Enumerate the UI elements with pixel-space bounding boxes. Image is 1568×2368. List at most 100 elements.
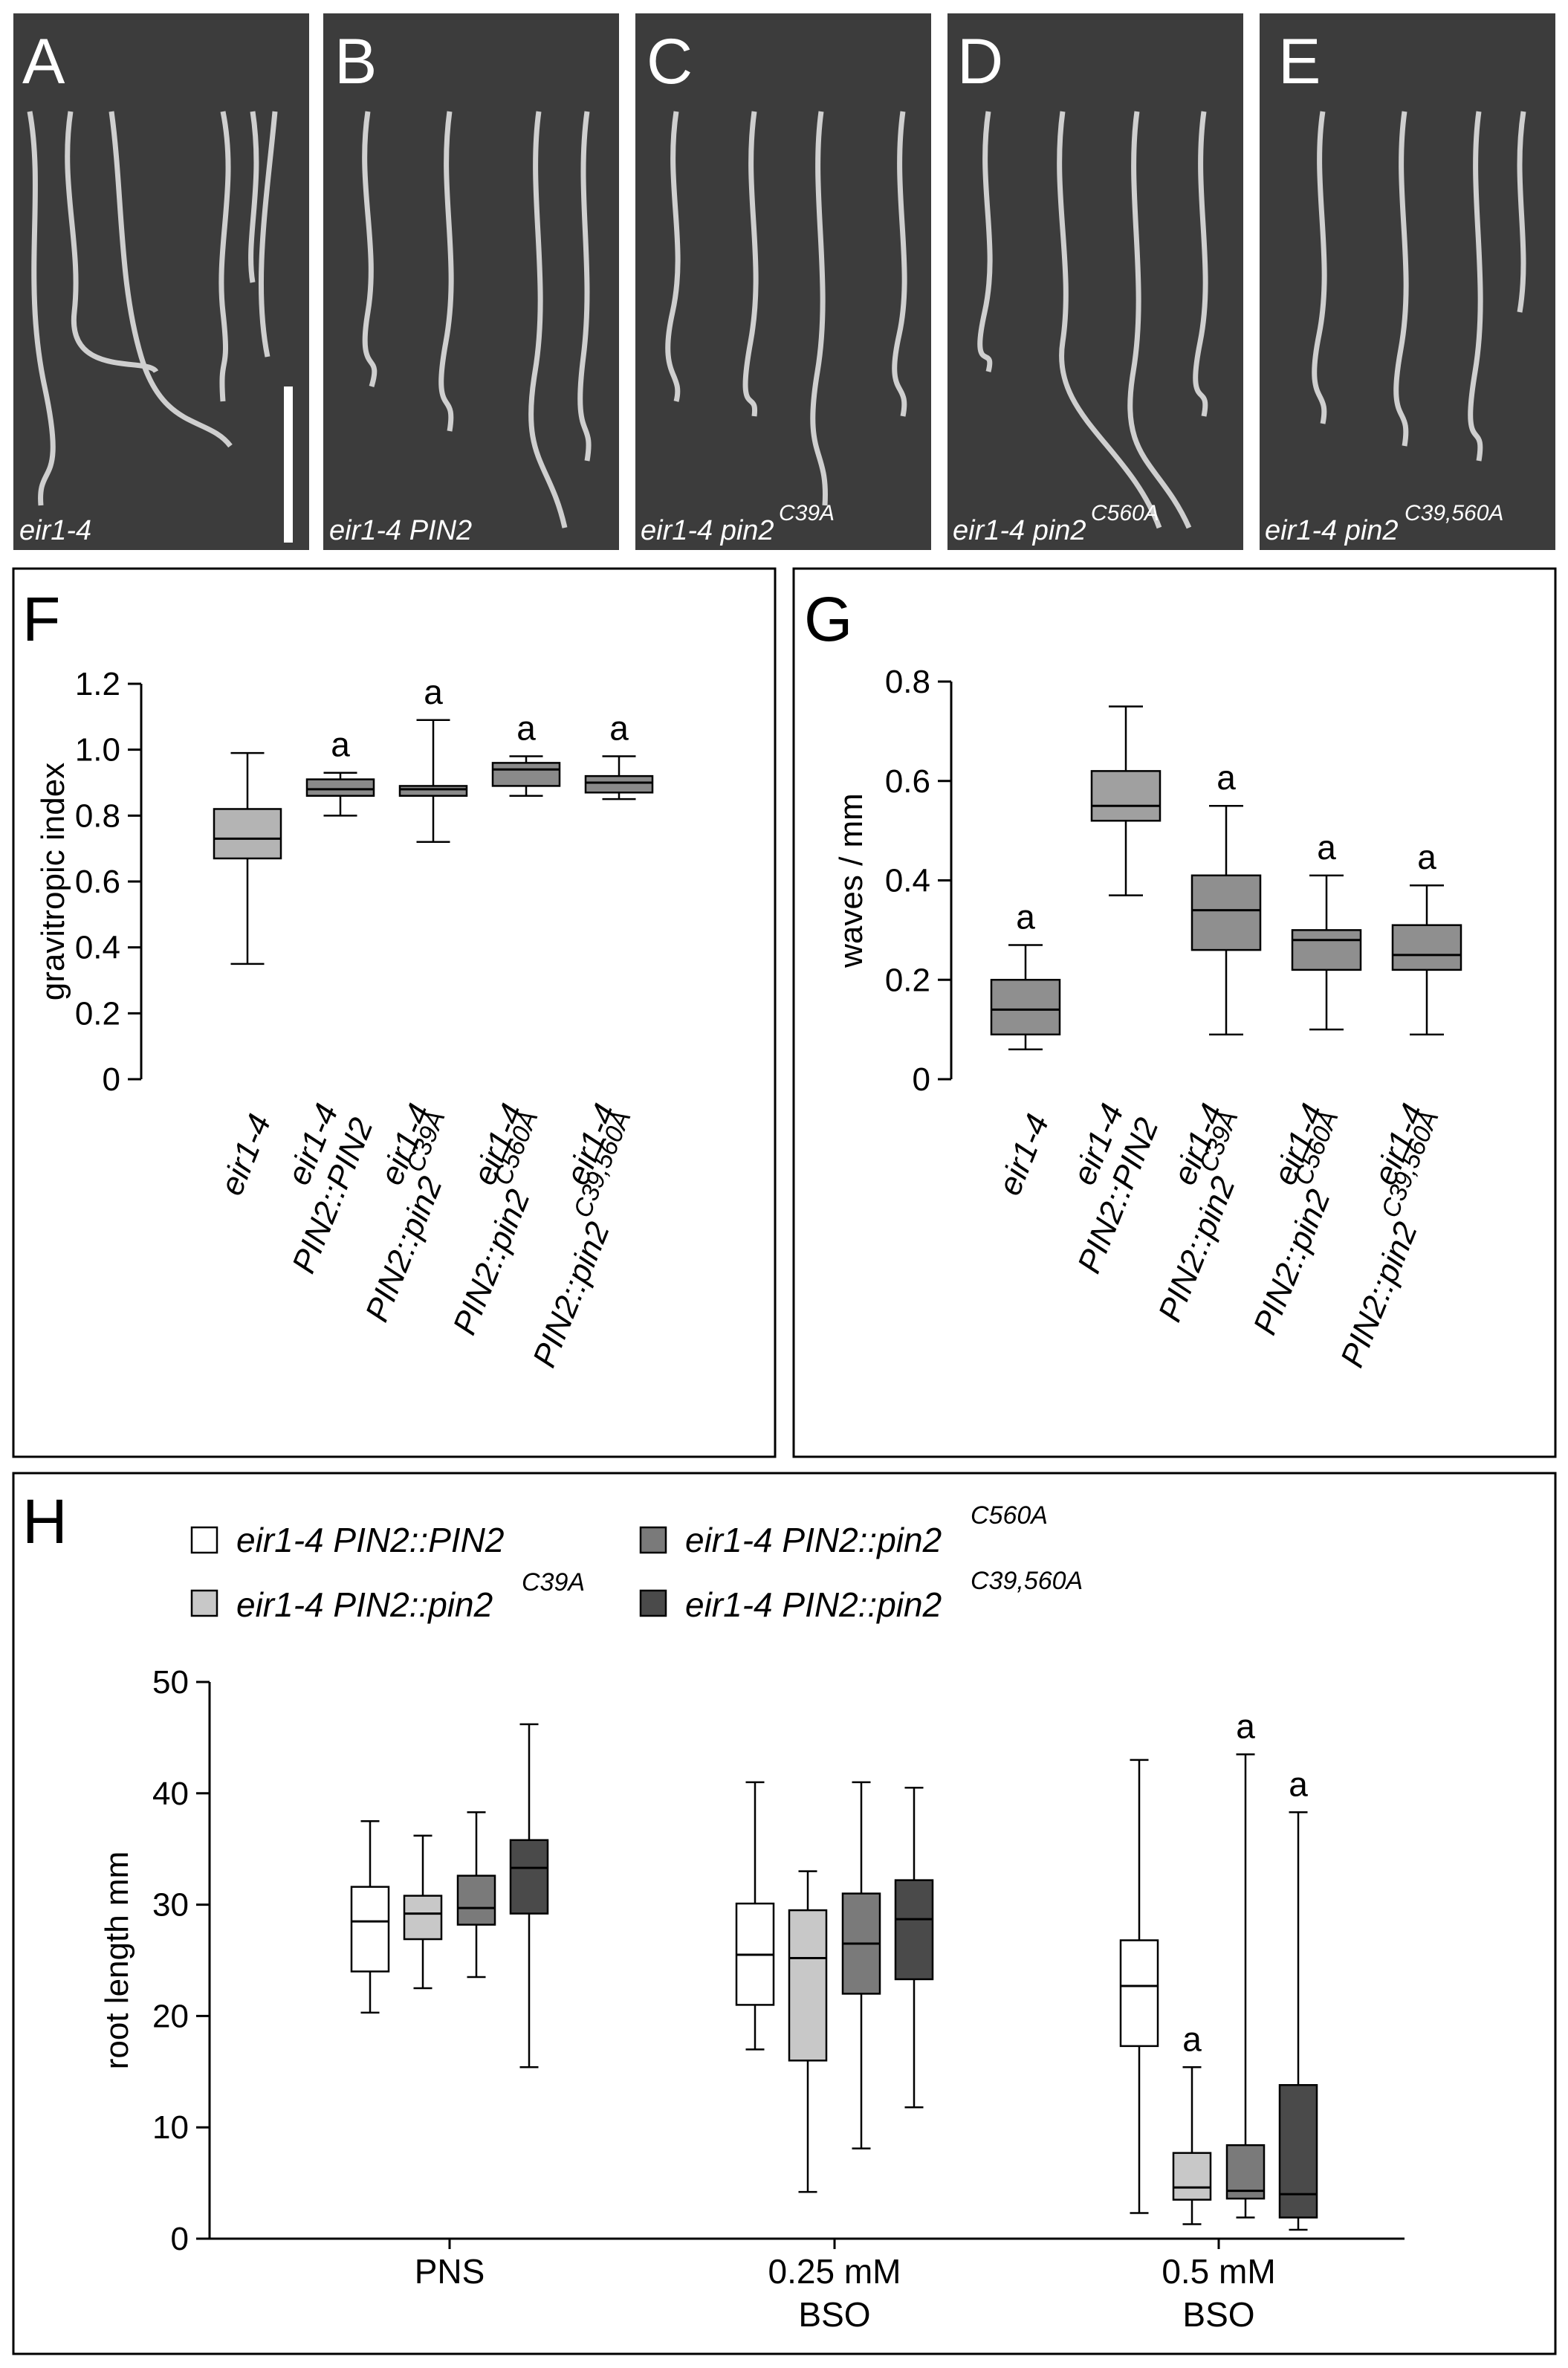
photo-panel-c-genotype: eir1-4 pin2 (641, 515, 774, 546)
photo-panel-d-bg (947, 13, 1243, 550)
legend-label-2: eir1-4 PIN2::pin2 (685, 1521, 942, 1559)
g-xlabel-1: eir1-4PIN2::PIN2 (1036, 1099, 1166, 1278)
f-box-2 (398, 785, 468, 797)
f-box-1 (305, 778, 375, 797)
h-s3-box-0 (509, 1839, 549, 1915)
legend-sup-3: C39,560A (971, 1567, 1083, 1595)
panel-h-letter: H (22, 1487, 68, 1556)
f-ytick-label-4: 0.8 (75, 798, 120, 834)
panel-g-letter: G (804, 584, 852, 654)
h-s1-box-0 (403, 1895, 443, 1941)
g-sig-2: a (1217, 758, 1236, 797)
f-ylabel: gravitropic index (35, 763, 71, 1000)
chart-f: 0 0.2 0.4 0.6 0.8 1.0 1.2 gravitropic index a a a a… (35, 666, 654, 1373)
h-ytick-label-0: 0 (171, 2221, 189, 2257)
g-ylabel: waves / mm (833, 793, 869, 968)
legend-label-1: eir1-4 PIN2::pin2 (236, 1585, 493, 1624)
g-xlabel-line2-2: PIN2::pin2 (1151, 1171, 1242, 1327)
photo-panel-e-genotype: eir1-4 pin2 (1265, 515, 1399, 546)
h-ylabel: root length mm (99, 1851, 135, 2069)
photo-panel-a-letter: A (22, 26, 65, 97)
h-ytick-label-2: 20 (152, 1998, 189, 2034)
g-box-4 (1391, 924, 1462, 971)
f-box-3 (491, 762, 561, 787)
legend-swatch-2 (639, 1526, 667, 1554)
g-box-0 (990, 979, 1061, 1036)
h-s2-sig-2: a (1236, 1707, 1255, 1745)
h-s1-box-2 (1172, 2152, 1212, 2201)
g-ytick-label-1: 0.2 (885, 962, 930, 998)
chart-h: 0 10 20 30 40 50 root length mm PNS 0.25 mM BSO 0.… (99, 1664, 1405, 2334)
photo-panel-e-roots (1312, 111, 1526, 462)
h-s2-box-0 (456, 1874, 496, 1926)
f-ytick-label-1: 0.2 (75, 995, 120, 1032)
f-sig-1: a (331, 725, 350, 764)
h-s1-sig-2: a (1182, 2019, 1202, 2058)
photo-panel-d-letter: D (957, 26, 1003, 97)
legend-label-3: eir1-4 PIN2::pin2 (685, 1585, 942, 1624)
g-xlabel-line1-0: eir1-4 (991, 1109, 1057, 1200)
photo-panel-b-roots (362, 111, 592, 528)
h-s3-sig-2: a (1289, 1764, 1308, 1803)
svg-text:eir1-4 pin2: eir1-4 pin2 (641, 515, 774, 546)
photo-panel-e: E eir1-4 pin2 C39,560A (1260, 13, 1555, 550)
h-group-label-line2-2: BSO (1182, 2295, 1254, 2334)
f-sig-2: a (424, 673, 443, 711)
g-box-3 (1291, 929, 1362, 971)
f-xlabel-line1-0: eir1-4 (213, 1109, 279, 1200)
g-sig-0: a (1016, 897, 1035, 936)
f-box-0 (213, 808, 282, 860)
g-xlabel-0: eir1-4 (991, 1109, 1057, 1200)
photo-panel-d-roots (977, 111, 1208, 529)
legend-sup-1: C39A (522, 1568, 585, 1597)
panel-g-frame (792, 567, 1557, 1458)
photo-panel-b: B eir1-4 PIN2 (323, 13, 619, 550)
h-group-label-line1-1: 0.25 mM (768, 2252, 901, 2291)
g-ytick-label-0: 0 (913, 1061, 930, 1098)
photo-panel-d: D eir1-4 pin2 C560A (947, 13, 1243, 550)
g-ytick-label-3: 0.6 (885, 763, 930, 800)
f-sig-4: a (609, 709, 629, 748)
photo-panel-a-roots (27, 111, 278, 506)
photo-panel-a: A eir1-4 (13, 13, 309, 550)
g-ytick-label-4: 0.8 (885, 664, 930, 700)
f-xlabel-line2-2: PIN2::pin2 (358, 1171, 449, 1327)
photo-panel-e-letter: E (1278, 26, 1321, 97)
svg-text:eir1-4 pin2: eir1-4 pin2 (953, 515, 1086, 546)
panel-f-frame (12, 567, 777, 1458)
f-xlabel-0: eir1-4 (213, 1109, 279, 1200)
photo-panel-d-genotype-sup: C560A (1091, 501, 1159, 525)
h-s1-box-1 (788, 1909, 828, 2062)
legend-h: eir1-4 PIN2::PIN2 eir1-4 PIN2::pin2 C39A… (190, 1501, 1083, 1624)
g-box-2 (1190, 874, 1262, 951)
photo-panel-c-roots (665, 111, 907, 506)
legend-label-0: eir1-4 PIN2::PIN2 (236, 1521, 504, 1559)
legend-swatch-1 (190, 1589, 218, 1617)
photo-panel-c-bg (635, 13, 931, 550)
h-group-label-line1-0: PNS (415, 2252, 485, 2291)
f-xlabel-line2-4: PIN2::pin2 (526, 1217, 617, 1373)
g-box-1 (1090, 770, 1162, 822)
legend-swatch-0 (190, 1526, 218, 1554)
photo-panel-c-letter: C (647, 26, 693, 97)
panel-f-letter: F (22, 584, 60, 654)
f-ytick-label-6: 1.2 (75, 666, 120, 702)
f-sig-3: a (516, 709, 536, 748)
f-ytick-label-2: 0.4 (75, 930, 120, 966)
photo-panel-c-genotype-sup: C39A (779, 501, 835, 525)
f-xlabel-line2-3: PIN2::pin2 (446, 1185, 537, 1340)
g-sig-4: a (1417, 838, 1436, 876)
h-s3-box-2 (1278, 2084, 1318, 2219)
legend-swatch-3 (639, 1589, 667, 1617)
h-group-label-line2-1: BSO (798, 2295, 870, 2334)
photo-panel-c: C eir1-4 pin2 C39A (635, 13, 931, 550)
scale-bar (284, 386, 293, 543)
g-sig-3: a (1317, 828, 1336, 867)
photo-panel-b-letter: B (334, 26, 377, 97)
f-box-4 (584, 774, 654, 794)
photo-panel-a-genotype: eir1-4 (19, 515, 91, 546)
photo-panel-d-genotype: eir1-4 pin2 (953, 515, 1086, 546)
photo-panel-b-genotype: eir1-4 PIN2 (329, 515, 472, 546)
chart-g: 0 0.2 0.4 0.6 0.8 waves / mm a a a a eir1-4 eir1-4P… (833, 664, 1462, 1372)
